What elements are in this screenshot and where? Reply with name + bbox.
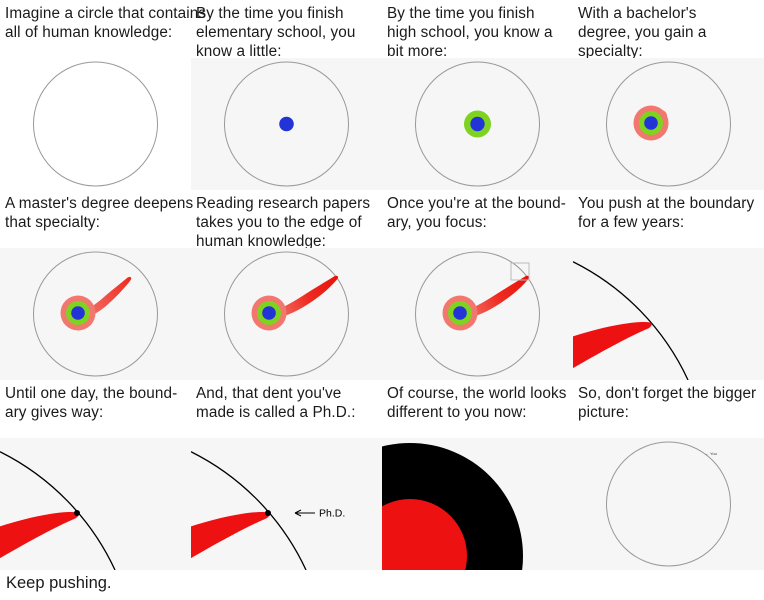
- svg-text:← You: ← You: [705, 451, 717, 456]
- svg-text:Ph.D.: Ph.D.: [319, 508, 345, 520]
